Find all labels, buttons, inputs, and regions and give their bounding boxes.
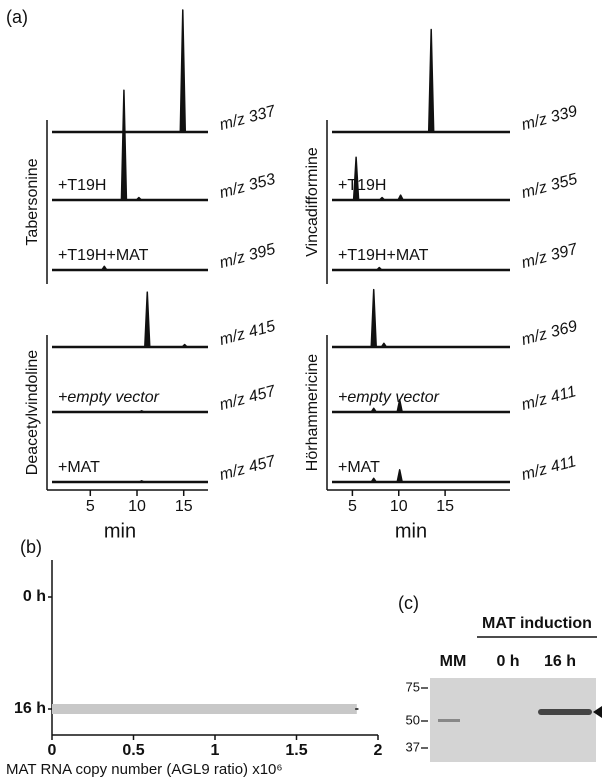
x-tick-label: 15 bbox=[175, 498, 193, 515]
mz-label: m/z 411 bbox=[520, 453, 578, 484]
mz-label: m/z 415 bbox=[218, 318, 277, 349]
panel-label: (a) bbox=[6, 7, 28, 27]
marker-label: 37 bbox=[406, 739, 420, 754]
mz-label: m/z 369 bbox=[520, 318, 579, 349]
lane-label: 16 h bbox=[544, 653, 576, 670]
x-axis-label: MAT RNA copy number (AGL9 ratio) x10⁶ bbox=[6, 761, 283, 778]
peak bbox=[377, 268, 382, 270]
gel-header: MAT induction bbox=[482, 615, 592, 632]
peak bbox=[371, 408, 376, 412]
trace-label: +T19H+MAT bbox=[338, 247, 429, 264]
peak bbox=[371, 290, 376, 347]
marker-label: 50 bbox=[406, 712, 420, 727]
peak bbox=[381, 343, 386, 347]
peak bbox=[121, 90, 126, 200]
y-tick-label: 0 h bbox=[23, 588, 46, 605]
peak bbox=[139, 411, 144, 412]
peak bbox=[102, 266, 107, 270]
mz-label: m/z 395 bbox=[218, 241, 277, 272]
mz-label: m/z 339 bbox=[520, 103, 579, 134]
mz-label: m/z 397 bbox=[520, 241, 580, 272]
panel-label: (c) bbox=[398, 593, 419, 613]
peak bbox=[397, 470, 402, 482]
mz-label: m/z 411 bbox=[520, 383, 578, 414]
x-tick-label: 1 bbox=[211, 742, 220, 759]
mz-label: m/z 353 bbox=[218, 171, 277, 202]
x-tick-label: 1.5 bbox=[285, 742, 307, 759]
x-axis-label: min bbox=[104, 520, 136, 542]
mz-label: m/z 337 bbox=[218, 103, 278, 134]
trace-label: +empty vector bbox=[58, 389, 160, 406]
x-axis-label: min bbox=[395, 520, 427, 542]
x-tick-label: 5 bbox=[348, 498, 357, 515]
peak bbox=[180, 10, 185, 132]
x-tick-label: 2 bbox=[374, 742, 383, 759]
trace-label: +empty vector bbox=[338, 389, 440, 406]
mz-label: m/z 457 bbox=[218, 383, 278, 414]
peak bbox=[136, 198, 141, 200]
peak bbox=[182, 345, 187, 347]
lane-label: MM bbox=[440, 653, 467, 670]
compound-label: Deacetylvindoline bbox=[24, 350, 41, 476]
y-tick-label: 16 h bbox=[14, 700, 46, 717]
panel-label: (b) bbox=[20, 537, 42, 557]
lane-label: 0 h bbox=[496, 653, 519, 670]
peak bbox=[139, 481, 144, 482]
compound-label: Hörhammericine bbox=[304, 354, 321, 471]
trace-label: +MAT bbox=[338, 459, 380, 476]
trace-label: +T19H+MAT bbox=[58, 247, 149, 264]
gel-band bbox=[438, 719, 460, 722]
peak bbox=[145, 292, 150, 347]
peak bbox=[429, 30, 434, 132]
x-tick-label: 15 bbox=[436, 498, 454, 515]
x-tick-label: 10 bbox=[128, 498, 146, 515]
mz-label: m/z 355 bbox=[520, 171, 579, 202]
x-tick-label: 5 bbox=[86, 498, 95, 515]
peak bbox=[380, 198, 385, 200]
peak bbox=[398, 195, 403, 200]
bar bbox=[52, 704, 357, 714]
mz-label: m/z 457 bbox=[218, 453, 278, 484]
trace-label: +T19H bbox=[58, 177, 106, 194]
compound-label: Vincadifformine bbox=[304, 147, 321, 257]
trace-label: +T19H bbox=[338, 177, 386, 194]
x-tick-label: 0.5 bbox=[122, 742, 144, 759]
x-tick-label: 0 bbox=[48, 742, 57, 759]
marker-label: 75 bbox=[406, 679, 420, 694]
trace-label: +MAT bbox=[58, 459, 100, 476]
peak bbox=[371, 478, 376, 482]
figure: (a) (b) (c) MAT induction Tabersonine m/z… bbox=[0, 0, 603, 783]
compound-label: Tabersonine bbox=[24, 158, 41, 245]
x-tick-label: 10 bbox=[390, 498, 408, 515]
gel-band bbox=[538, 709, 592, 715]
